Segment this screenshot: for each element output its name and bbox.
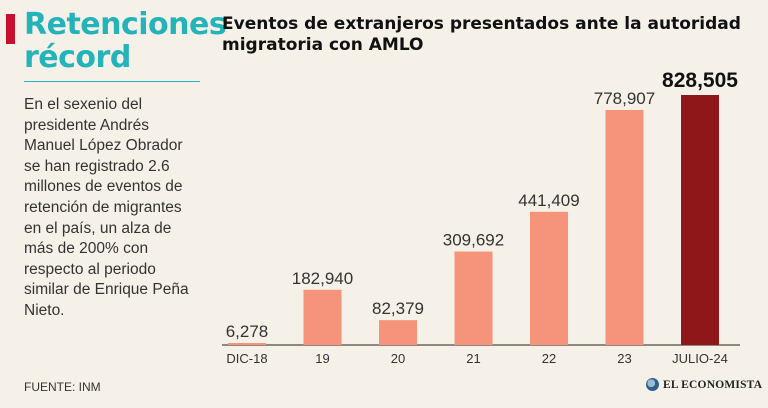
value-label-JULIO-24: 828,505 xyxy=(662,69,738,92)
summary-text: En el sexenio del presidente Andrés Manu… xyxy=(24,96,189,319)
brand: EL ECONOMISTA xyxy=(646,378,762,391)
brand-name: EL ECONOMISTA xyxy=(663,378,763,391)
globe-icon xyxy=(646,378,659,391)
bar-22 xyxy=(530,211,568,345)
bar-JULIO-24 xyxy=(681,95,719,345)
bar-19 xyxy=(303,289,342,345)
value-label-21: 309,692 xyxy=(443,231,504,250)
tick-label-20: 20 xyxy=(391,351,405,366)
bar-20 xyxy=(379,320,417,345)
chart-title: Eventos de extranjeros presentados ante … xyxy=(222,14,741,55)
headline-marker xyxy=(6,14,15,44)
source-note: FUENTE: INM xyxy=(24,380,101,394)
tick-label-DIC-18: DIC-18 xyxy=(226,351,267,366)
tick-label-JULIO-24: JULIO-24 xyxy=(672,351,728,366)
value-label-19: 182,940 xyxy=(292,269,353,288)
headline: Retenciones récord xyxy=(24,7,227,75)
bar-DIC-18 xyxy=(228,343,266,345)
left-panel: Retenciones récord En el sexenio del pre… xyxy=(0,0,227,408)
headline-rule xyxy=(24,81,200,82)
bar-23 xyxy=(605,109,644,345)
value-label-22: 441,409 xyxy=(518,191,579,210)
tick-label-22: 22 xyxy=(542,351,556,366)
value-label-20: 82,379 xyxy=(372,299,424,318)
bar-21 xyxy=(454,251,493,345)
tick-label-23: 23 xyxy=(617,351,631,366)
value-label-23: 778,907 xyxy=(594,89,655,108)
value-label-DIC-18: 6,278 xyxy=(226,322,269,341)
tick-label-19: 19 xyxy=(315,351,329,366)
tick-label-21: 21 xyxy=(466,351,480,366)
